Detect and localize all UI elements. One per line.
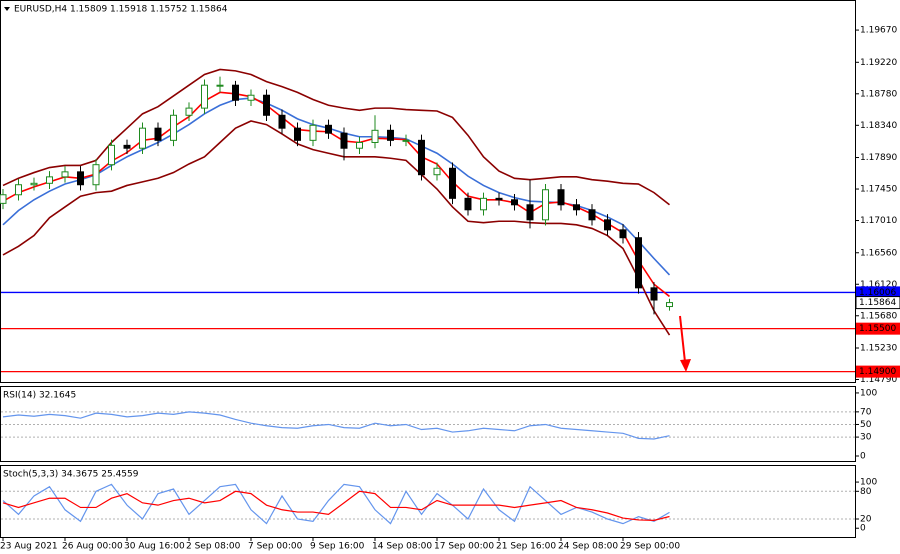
y-tick-label: 30: [860, 433, 872, 443]
x-tick-label: 9 Sep 16:00: [310, 542, 365, 552]
x-tick-label: 30 Aug 16:00: [124, 542, 185, 552]
level-label-box: [856, 322, 900, 335]
y-tick-label: 1.14790: [860, 375, 897, 385]
x-tick-label: 29 Sep 00:00: [620, 542, 680, 552]
y-tick-label: 0: [860, 452, 866, 462]
candle-body: [449, 167, 456, 199]
candle-body: [15, 184, 22, 196]
chart-title: EURUSD,H4 1.15809 1.15918 1.15752 1.1586…: [14, 5, 228, 15]
candle-body: [92, 164, 100, 186]
candle-body: [294, 127, 301, 141]
candle-body: [247, 94, 255, 101]
candle-body: [185, 107, 193, 116]
y-tick-label: 1.17010: [860, 216, 897, 226]
candle-body: [325, 124, 332, 134]
stoch-title: Stoch(5,3,3) 34.3675 25.4559: [3, 470, 139, 480]
candle-body: [263, 94, 270, 116]
main-panel: [0, 0, 856, 383]
rsi-title: RSI(14) 32.1645: [3, 391, 76, 401]
candle-body: [495, 197, 503, 201]
y-tick-label: 1.19220: [860, 58, 897, 68]
candle-body: [278, 114, 286, 129]
indicator-line: [2, 68, 670, 206]
x-tick-label: 7 Sep 00:00: [248, 542, 303, 552]
last-price-box: [855, 296, 900, 310]
candle-body: [604, 219, 611, 231]
y-tick-label: 1.16560: [860, 248, 897, 258]
candle-body: [154, 127, 162, 141]
candle-body: [123, 144, 131, 149]
x-tick-label: 24 Sep 08:00: [558, 542, 618, 552]
candle-body: [588, 209, 596, 221]
candle-body: [619, 229, 627, 239]
candle-body: [232, 84, 239, 101]
candle-body: [480, 197, 487, 211]
candle-body: [139, 127, 146, 149]
candle-body: [201, 84, 208, 109]
symbol-icon: [4, 7, 10, 11]
y-tick-label: 1.18340: [860, 121, 897, 131]
candle-body: [170, 114, 177, 141]
candle-body: [309, 124, 317, 141]
y-tick-label: 100: [860, 478, 877, 488]
stoch-panel: [0, 465, 856, 538]
candle-body: [635, 237, 642, 289]
candle-body: [666, 302, 673, 308]
candle-body: [387, 129, 394, 141]
annotation-arrow: [679, 315, 691, 372]
candle-body: [418, 139, 425, 176]
level-label: 1.14900: [859, 367, 896, 377]
candle-body: [557, 189, 565, 206]
level-label-box: [856, 365, 900, 378]
candle-body: [108, 144, 115, 166]
candle-body: [216, 84, 224, 87]
candle-body: [402, 139, 410, 142]
candle-body: [573, 204, 580, 211]
y-tick-label: 80: [860, 487, 872, 497]
candle-body: [542, 189, 549, 221]
y-tick-label: 0: [860, 524, 866, 534]
candle-body: [650, 287, 658, 301]
x-tick-label: 21 Sep 16:00: [496, 542, 556, 552]
level-label: 1.15500: [859, 324, 896, 334]
x-tick-label: 26 Aug 00:00: [62, 542, 123, 552]
y-tick-label: 1.17890: [860, 153, 897, 163]
y-tick-label: 70: [860, 407, 872, 417]
candle-body: [0, 194, 7, 204]
candle-body: [526, 204, 534, 221]
x-tick-label: 2 Sep 08:00: [186, 542, 241, 552]
candle-body: [30, 182, 38, 186]
y-tick-label: 100: [860, 388, 877, 398]
candle-body: [46, 176, 53, 184]
y-tick-label: 1.16120: [860, 280, 897, 290]
candle-body: [464, 197, 472, 211]
indicator-line: [2, 490, 670, 521]
candle-body: [371, 129, 379, 143]
y-tick-label: 1.18780: [860, 89, 897, 99]
level-label: 1.16006: [859, 288, 896, 298]
candle-body: [61, 171, 69, 178]
candle-body: [511, 199, 518, 206]
x-tick-label: 14 Sep 08:00: [372, 542, 432, 552]
y-tick-label: 20: [860, 515, 872, 525]
indicator-line: [2, 411, 670, 440]
y-tick-label: 1.15680: [860, 311, 897, 321]
indicator-line: [2, 120, 671, 336]
x-tick-label: 17 Sep 00:00: [434, 542, 494, 552]
candle-body: [433, 167, 441, 176]
y-tick-label: 50: [860, 420, 872, 430]
x-tick-label: 23 Aug 2021: [0, 542, 58, 552]
candle-body: [340, 132, 348, 149]
y-tick-label: 1.15230: [860, 343, 897, 353]
indicator-line: [2, 483, 670, 525]
candle-body: [77, 171, 84, 186]
y-tick-label: 1.17450: [860, 185, 897, 195]
candle-body: [356, 141, 363, 149]
y-tick-label: 1.19670: [860, 26, 897, 36]
level-label-box: [856, 286, 900, 299]
last-price-label: 1.15864: [859, 298, 896, 308]
